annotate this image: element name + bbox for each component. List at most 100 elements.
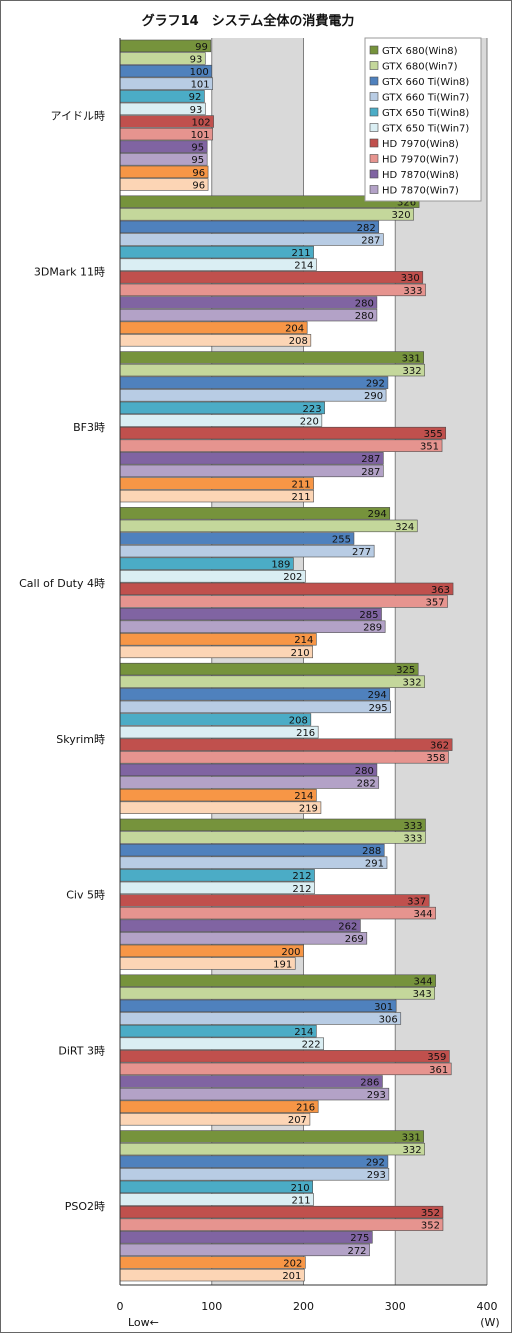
- legend-label: HD 7970(Win7): [382, 155, 459, 166]
- legend-label: HD 7970(Win8): [382, 139, 459, 150]
- bar: [119, 439, 443, 452]
- bar-value-label: 330: [401, 273, 420, 284]
- bar-value-label: 202: [283, 1258, 302, 1269]
- bar: [119, 464, 384, 478]
- bar-value-label: 211: [291, 492, 310, 503]
- bar: [119, 856, 388, 869]
- bar: [119, 1087, 390, 1101]
- chart-title: グラフ14 システム全体の消費電力: [142, 13, 355, 29]
- bar: [119, 1180, 313, 1194]
- bar: [119, 296, 378, 309]
- bar: [119, 389, 387, 402]
- bar: [119, 507, 391, 520]
- legend-swatch: [369, 169, 379, 179]
- bar-value-label: 93: [190, 105, 203, 116]
- bar-value-label: 201: [282, 1271, 301, 1282]
- bar-value-label: 352: [421, 1221, 440, 1232]
- bar-value-label: 255: [332, 534, 351, 545]
- bar-value-label: 212: [292, 884, 311, 895]
- bar: [119, 645, 313, 659]
- bar: [119, 1193, 314, 1206]
- bar: [119, 675, 425, 688]
- bar-value-label: 200: [281, 947, 300, 958]
- bar-value-label: 95: [191, 143, 204, 154]
- bar-value-label: 208: [289, 336, 308, 347]
- legend-label: HD 7870(Win7): [382, 186, 459, 197]
- legend-label: GTX 650 Ti(Win7): [382, 124, 469, 135]
- bar: [119, 1062, 452, 1076]
- bar: [119, 308, 378, 322]
- bar: [119, 1012, 402, 1025]
- bar-value-label: 191: [273, 959, 292, 970]
- bar: [119, 208, 414, 221]
- bar-value-label: 351: [420, 442, 439, 453]
- bar-value-label: 207: [288, 1115, 307, 1126]
- bar-value-label: 210: [291, 1183, 310, 1194]
- bar-value-label: 272: [347, 1246, 366, 1257]
- bar-value-label: 287: [361, 467, 380, 478]
- bar-value-label: 344: [414, 909, 433, 920]
- bar-value-label: 211: [291, 479, 310, 490]
- bar: [119, 258, 317, 271]
- bar-value-label: 287: [361, 235, 380, 246]
- bar-value-label: 326: [397, 198, 416, 209]
- bar-value-label: 361: [429, 1065, 448, 1076]
- bar: [119, 1268, 305, 1282]
- bar-value-label: 96: [192, 180, 205, 191]
- bar: [119, 738, 453, 751]
- legend-label: HD 7870(Win8): [382, 170, 459, 181]
- bar-value-label: 301: [374, 1002, 393, 1013]
- bar: [119, 489, 314, 503]
- bar-value-label: 332: [403, 678, 422, 689]
- bar: [119, 662, 419, 676]
- category-label: BF3時: [73, 421, 105, 434]
- bar-value-label: 210: [291, 648, 310, 659]
- bar: [119, 957, 296, 970]
- bar-value-label: 292: [366, 1158, 385, 1169]
- bar-value-label: 295: [369, 703, 388, 714]
- bar: [119, 401, 325, 415]
- legend-swatch: [369, 185, 379, 194]
- bar: [119, 233, 384, 246]
- bar-value-label: 331: [402, 353, 421, 364]
- legend-swatch: [369, 61, 379, 70]
- x-tick-label: 300: [385, 1300, 406, 1313]
- legend-swatch: [369, 45, 379, 55]
- bar: [119, 801, 322, 814]
- category-label: アイドル時: [51, 110, 105, 123]
- category-label: Civ 5時: [66, 889, 105, 902]
- bar-value-label: 294: [368, 690, 387, 701]
- bar: [119, 570, 306, 583]
- bar: [119, 595, 448, 608]
- x-tick-label: 0: [117, 1300, 124, 1313]
- bar-value-label: 294: [368, 509, 387, 520]
- bar: [119, 544, 375, 558]
- x-axis-unit-label: (W): [480, 1316, 499, 1329]
- bar-value-label: 306: [379, 1014, 398, 1025]
- legend-swatch: [369, 123, 379, 132]
- bar-value-label: 333: [403, 821, 422, 832]
- bar-value-label: 331: [402, 1132, 421, 1143]
- category-label: PSO2時: [65, 1200, 105, 1213]
- bar-value-label: 222: [302, 1040, 321, 1051]
- bar-value-label: 211: [291, 1195, 310, 1206]
- bar: [119, 1231, 373, 1244]
- bar: [119, 1100, 319, 1113]
- x-tick-label: 400: [477, 1300, 498, 1313]
- bar: [119, 532, 355, 545]
- bar: [119, 557, 294, 570]
- bar-value-label: 208: [289, 715, 308, 726]
- bar-value-label: 269: [345, 934, 364, 945]
- bar-value-label: 352: [421, 1208, 440, 1219]
- bar-value-label: 358: [426, 753, 445, 764]
- bar: [119, 1024, 317, 1038]
- bar-value-label: 280: [355, 311, 374, 322]
- bar-value-label: 285: [359, 610, 378, 621]
- bar-value-label: 359: [427, 1052, 446, 1063]
- bar: [119, 351, 424, 364]
- legend-swatch: [369, 92, 379, 101]
- bar: [119, 1205, 444, 1219]
- bar-value-label: 102: [191, 117, 210, 128]
- bar: [119, 788, 317, 802]
